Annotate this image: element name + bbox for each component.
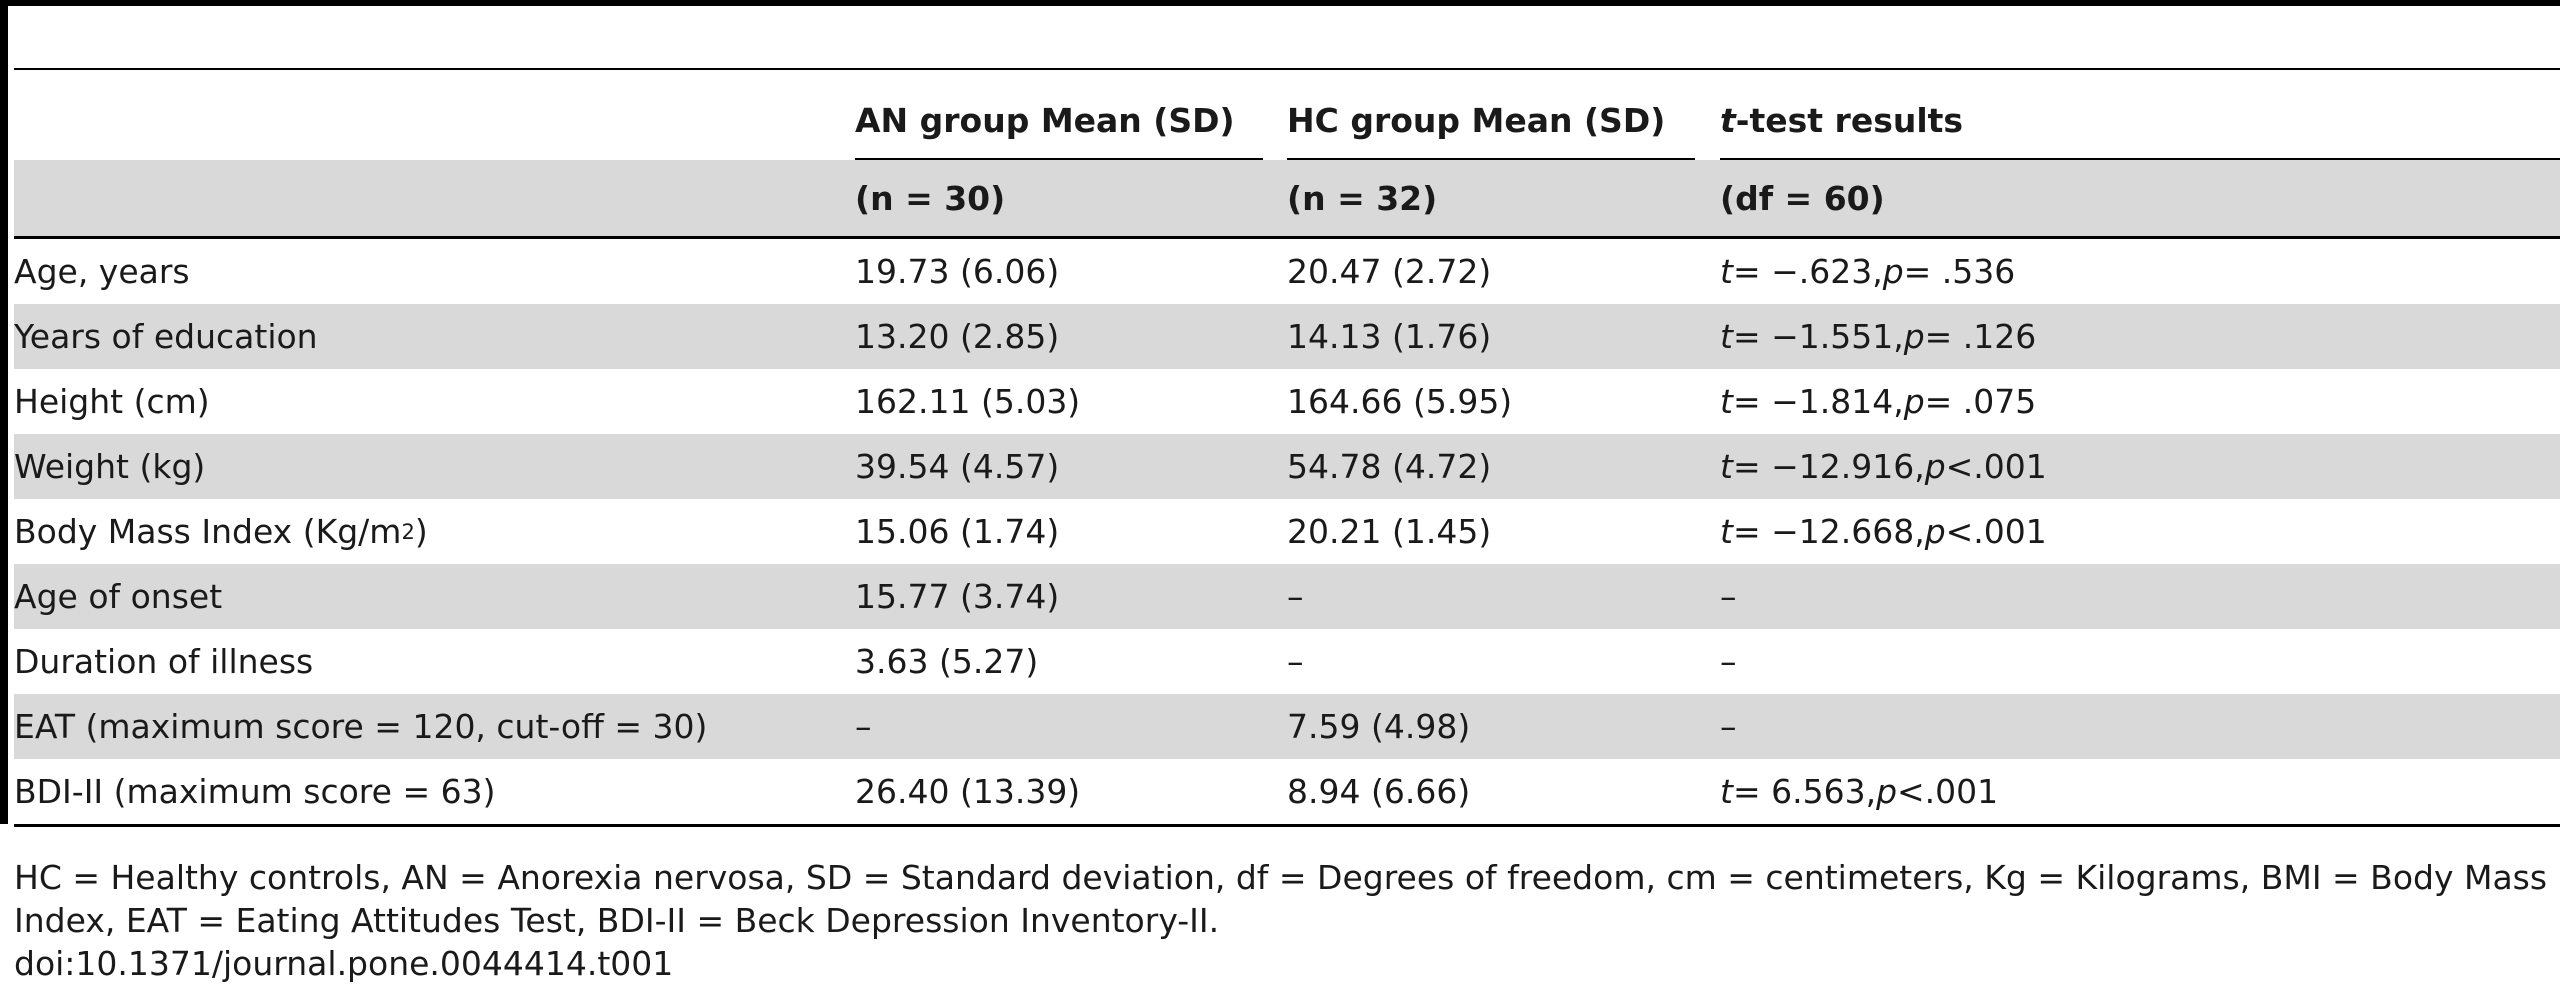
row-hc-value: 20.21 (1.45) bbox=[1287, 512, 1492, 551]
header-an-group: AN group Mean (SD) bbox=[855, 101, 1235, 140]
row-label: Height (cm) bbox=[14, 382, 210, 421]
t-symbol: t bbox=[1720, 512, 1733, 551]
p-value: <.001 bbox=[1897, 772, 1999, 811]
row-hc-value: – bbox=[1287, 577, 1304, 616]
row-an-value: 162.11 (5.03) bbox=[855, 382, 1081, 421]
table-row: Weight (kg) 39.54 (4.57) 54.78 (4.72) t … bbox=[14, 434, 2560, 499]
row-t-test: – bbox=[1720, 577, 1737, 616]
row-hc-value: 20.47 (2.72) bbox=[1287, 252, 1492, 291]
row-an-value: 26.40 (13.39) bbox=[855, 772, 1081, 811]
header-t-italic: t bbox=[1720, 101, 1736, 140]
row-label: Weight (kg) bbox=[14, 447, 206, 486]
row-t-test: t = −12.668, p <.001 bbox=[1720, 499, 2047, 564]
t-symbol: t bbox=[1720, 447, 1733, 486]
p-value: = .536 bbox=[1903, 252, 2016, 291]
table-top-rule bbox=[14, 68, 2560, 70]
table-row: Years of education 13.20 (2.85) 14.13 (1… bbox=[14, 304, 2560, 369]
row-hc-value: 8.94 (6.66) bbox=[1287, 772, 1471, 811]
p-value: <.001 bbox=[1945, 512, 2047, 551]
header-bottom-rule bbox=[14, 236, 2560, 239]
table-bottom-rule bbox=[14, 824, 2560, 827]
bmi-label-close: ) bbox=[414, 512, 428, 551]
an-header-underline bbox=[855, 158, 1263, 160]
p-symbol: p bbox=[1903, 382, 1925, 421]
t-symbol: t bbox=[1720, 252, 1733, 291]
p-value: = .126 bbox=[1924, 317, 2037, 356]
footnote-abbreviations: HC = Healthy controls, AN = Anorexia ner… bbox=[14, 858, 2548, 940]
row-label: Duration of illness bbox=[14, 642, 314, 681]
p-value: = .075 bbox=[1924, 382, 2037, 421]
header-row: AN group Mean (SD) HC group Mean (SD) t-… bbox=[14, 70, 2560, 160]
t-value: = −1.814, bbox=[1732, 382, 1904, 421]
header-t-rest: -test results bbox=[1735, 101, 1964, 140]
row-hc-value: 164.66 (5.95) bbox=[1287, 382, 1513, 421]
header-t-test: t -test results bbox=[1720, 70, 1963, 160]
left-border bbox=[0, 0, 8, 824]
p-symbol: p bbox=[1882, 252, 1904, 291]
row-an-value: 15.06 (1.74) bbox=[855, 512, 1060, 551]
table-row: Body Mass Index (Kg/m 2) 15.06 (1.74) 20.… bbox=[14, 499, 2560, 564]
row-t-test: t = 6.563, p <.001 bbox=[1720, 759, 1998, 824]
t-symbol: t bbox=[1720, 317, 1733, 356]
row-an-value: 3.63 (5.27) bbox=[855, 642, 1039, 681]
row-t-test: t = −.623, p = .536 bbox=[1720, 239, 2015, 304]
table-row: BDI-II (maximum score = 63) 26.40 (13.39… bbox=[14, 759, 2560, 824]
table-footnote: HC = Healthy controls, AN = Anorexia ner… bbox=[14, 856, 2554, 985]
demographics-table: AN group Mean (SD) HC group Mean (SD) t-… bbox=[14, 68, 2560, 827]
row-an-value: 39.54 (4.57) bbox=[855, 447, 1060, 486]
row-label: Body Mass Index (Kg/m 2) bbox=[14, 512, 428, 551]
t-symbol: t bbox=[1720, 772, 1733, 811]
row-label: Age of onset bbox=[14, 577, 223, 616]
row-t-test: – bbox=[1720, 642, 1737, 681]
row-hc-value: – bbox=[1287, 642, 1304, 681]
p-symbol: p bbox=[1903, 317, 1925, 356]
table-row: Duration of illness 3.63 (5.27) – – bbox=[14, 629, 2560, 694]
p-symbol: p bbox=[1924, 512, 1946, 551]
row-t-test: t = −1.551, p = .126 bbox=[1720, 304, 2036, 369]
p-value: <.001 bbox=[1945, 447, 2047, 486]
table-row: Age of onset 15.77 (3.74) – – bbox=[14, 564, 2560, 629]
t-value: = −.623, bbox=[1732, 252, 1883, 291]
t-symbol: t bbox=[1720, 382, 1733, 421]
row-label: Age, years bbox=[14, 252, 190, 291]
row-an-value: 19.73 (6.06) bbox=[855, 252, 1060, 291]
row-an-value: – bbox=[855, 707, 872, 746]
p-symbol: p bbox=[1876, 772, 1898, 811]
table-row: EAT (maximum score = 120, cut-off = 30) … bbox=[14, 694, 2560, 759]
footnote-doi: doi:10.1371/journal.pone.0044414.t001 bbox=[14, 944, 674, 983]
row-t-test: – bbox=[1720, 707, 1737, 746]
header-hc-group: HC group Mean (SD) bbox=[1287, 101, 1666, 140]
row-label: Years of education bbox=[14, 317, 318, 356]
p-symbol: p bbox=[1924, 447, 1946, 486]
t-value: = −12.916, bbox=[1732, 447, 1925, 486]
row-hc-value: 14.13 (1.76) bbox=[1287, 317, 1492, 356]
t-header-underline bbox=[1720, 158, 2560, 160]
row-t-test: t = −1.814, p = .075 bbox=[1720, 369, 2036, 434]
row-hc-value: 7.59 (4.98) bbox=[1287, 707, 1471, 746]
bmi-label-text: Body Mass Index (Kg/m bbox=[14, 512, 402, 551]
t-value: = −1.551, bbox=[1732, 317, 1904, 356]
row-an-value: 13.20 (2.85) bbox=[855, 317, 1060, 356]
hc-header-underline bbox=[1287, 158, 1695, 160]
row-an-value: 15.77 (3.74) bbox=[855, 577, 1060, 616]
table-row: Height (cm) 162.11 (5.03) 164.66 (5.95) … bbox=[14, 369, 2560, 434]
t-value: = −12.668, bbox=[1732, 512, 1925, 551]
header-hc-n: (n = 32) bbox=[1287, 178, 1438, 218]
header-df: (df = 60) bbox=[1720, 178, 1885, 218]
row-t-test: t = −12.916, p <.001 bbox=[1720, 434, 2047, 499]
row-hc-value: 54.78 (4.72) bbox=[1287, 447, 1492, 486]
top-border bbox=[0, 0, 2560, 6]
header-subrow: (n = 30) (n = 32) (df = 60) bbox=[14, 160, 2560, 236]
header-an-n: (n = 30) bbox=[855, 178, 1006, 218]
t-value: = 6.563, bbox=[1732, 772, 1877, 811]
table-row: Age, years 19.73 (6.06) 20.47 (2.72) t =… bbox=[14, 239, 2560, 304]
row-label: BDI-II (maximum score = 63) bbox=[14, 772, 496, 811]
row-label: EAT (maximum score = 120, cut-off = 30) bbox=[14, 707, 708, 746]
